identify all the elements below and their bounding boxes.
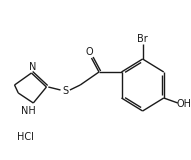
Text: N: N bbox=[29, 62, 36, 72]
Text: Br: Br bbox=[137, 34, 148, 44]
Text: NH: NH bbox=[21, 106, 36, 116]
Text: O: O bbox=[86, 47, 93, 57]
Text: OH: OH bbox=[177, 99, 191, 109]
Text: HCl: HCl bbox=[17, 132, 34, 142]
Text: S: S bbox=[62, 86, 68, 96]
